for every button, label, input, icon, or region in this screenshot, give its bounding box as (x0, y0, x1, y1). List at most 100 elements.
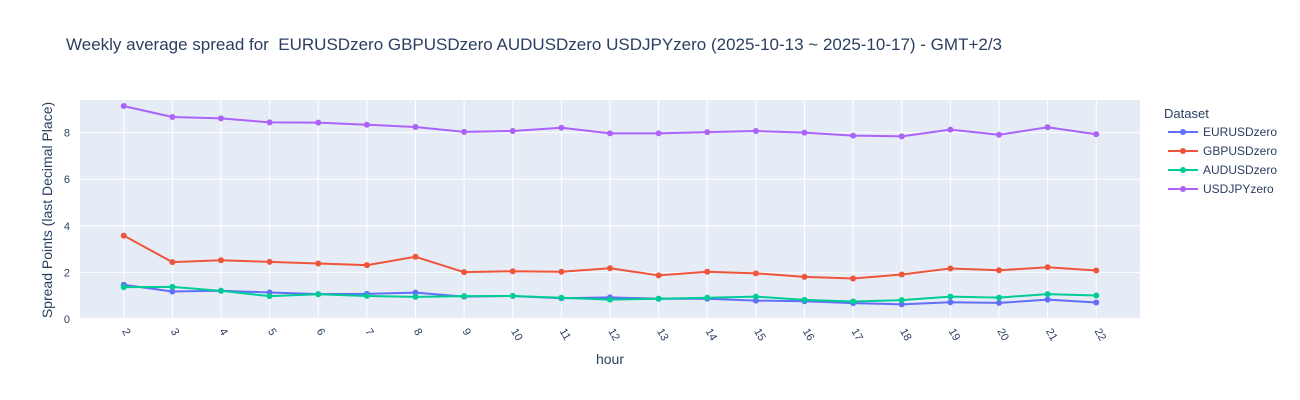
data-point[interactable] (509, 127, 516, 134)
data-point[interactable] (850, 298, 857, 305)
data-point[interactable] (995, 267, 1002, 274)
data-point[interactable] (169, 259, 176, 266)
data-point[interactable] (266, 293, 273, 300)
data-point[interactable] (704, 268, 711, 275)
legend-label: AUDUSDzero (1203, 163, 1277, 177)
data-point[interactable] (169, 288, 176, 295)
data-point[interactable] (655, 272, 662, 279)
x-tick-label: 8 (411, 327, 424, 338)
data-point[interactable] (558, 268, 565, 275)
legend-marker-icon (1180, 167, 1186, 173)
data-point[interactable] (363, 262, 370, 269)
legend-label: EURUSDzero (1203, 125, 1277, 139)
legend-items: EURUSDzero GBPUSDzero AUDUSDzero USDJPYzero (1168, 125, 1277, 196)
data-point[interactable] (995, 131, 1002, 138)
data-point[interactable] (509, 268, 516, 275)
data-point[interactable] (1093, 131, 1100, 138)
data-point[interactable] (218, 257, 225, 264)
data-point[interactable] (412, 124, 419, 131)
x-tick-label: 10 (508, 327, 525, 344)
data-point[interactable] (1093, 299, 1100, 306)
legend-item-EURUSDzero[interactable]: EURUSDzero (1168, 125, 1277, 139)
data-point[interactable] (1044, 264, 1051, 271)
y-axis-title: Spread Points (last Decimal Place) (39, 102, 55, 318)
data-point[interactable] (1093, 267, 1100, 274)
data-point[interactable] (315, 260, 322, 267)
data-point[interactable] (898, 271, 905, 278)
data-point[interactable] (315, 119, 322, 126)
x-tick-label: 19 (946, 327, 963, 344)
data-point[interactable] (801, 273, 808, 280)
data-point[interactable] (1093, 292, 1100, 299)
data-point[interactable] (704, 294, 711, 301)
data-point[interactable] (120, 103, 127, 110)
legend-item-AUDUSDzero[interactable]: AUDUSDzero (1168, 163, 1277, 177)
data-point[interactable] (607, 296, 613, 303)
x-tick-label: 13 (654, 327, 671, 344)
data-point[interactable] (898, 133, 905, 140)
y-tick-label: 2 (64, 267, 70, 279)
data-point[interactable] (412, 293, 419, 300)
data-point[interactable] (218, 287, 225, 294)
data-point[interactable] (752, 127, 759, 134)
data-point[interactable] (169, 283, 176, 290)
data-point[interactable] (995, 294, 1002, 301)
data-point[interactable] (558, 124, 565, 131)
data-point[interactable] (898, 297, 905, 304)
x-tick-labels: 2 3 4 5 6 7 8 9 10 11 12 13 14 15 16 17 18 19 20 21 22 (119, 327, 1108, 344)
data-point[interactable] (363, 292, 370, 299)
data-point[interactable] (363, 121, 370, 128)
x-tick-label: 7 (362, 327, 375, 338)
x-tick-label: 12 (605, 327, 622, 344)
data-point[interactable] (801, 296, 808, 303)
y-tick-label: 8 (64, 128, 70, 140)
data-point[interactable] (218, 115, 225, 122)
legend-item-USDJPYzero[interactable]: USDJPYzero (1168, 182, 1274, 196)
data-point[interactable] (412, 289, 419, 296)
x-tick-label: 21 (1043, 327, 1060, 344)
data-point[interactable] (266, 119, 273, 126)
data-point[interactable] (558, 294, 565, 301)
data-point[interactable] (315, 291, 322, 298)
data-point[interactable] (947, 265, 954, 272)
y-tick-label: 0 (64, 314, 70, 326)
x-tick-label: 4 (216, 327, 229, 338)
data-point[interactable] (1044, 296, 1051, 303)
data-point[interactable] (412, 253, 419, 260)
x-tick-label: 17 (849, 327, 866, 344)
data-point[interactable] (898, 301, 905, 308)
data-point[interactable] (850, 132, 857, 139)
data-point[interactable] (607, 265, 613, 272)
data-point[interactable] (461, 128, 468, 135)
series-USDJPYzero (120, 103, 1100, 140)
data-point[interactable] (704, 129, 711, 136)
data-point[interactable] (947, 126, 954, 133)
data-point[interactable] (607, 130, 613, 137)
x-tick-label: 15 (751, 327, 768, 344)
data-point[interactable] (509, 292, 516, 299)
data-point[interactable] (655, 295, 662, 302)
data-point[interactable] (1044, 291, 1051, 298)
x-tick-label: 9 (460, 327, 473, 338)
data-point[interactable] (120, 284, 127, 291)
legend-item-GBPUSDzero[interactable]: GBPUSDzero (1168, 144, 1277, 158)
data-point[interactable] (752, 270, 759, 277)
data-point[interactable] (461, 293, 468, 300)
data-point[interactable] (947, 299, 954, 306)
data-point[interactable] (266, 258, 273, 265)
data-point[interactable] (801, 129, 808, 136)
data-point[interactable] (169, 114, 176, 121)
data-point[interactable] (461, 269, 468, 276)
data-point[interactable] (947, 293, 954, 300)
data-point[interactable] (850, 275, 857, 282)
data-point[interactable] (120, 232, 127, 239)
legend-title: Dataset (1164, 106, 1209, 121)
data-point[interactable] (995, 299, 1002, 306)
data-point[interactable] (752, 293, 759, 300)
x-tick-label: 16 (800, 327, 817, 344)
data-point[interactable] (655, 130, 662, 137)
legend-marker-icon (1180, 148, 1186, 154)
x-tick-label: 5 (265, 327, 278, 338)
data-point[interactable] (1044, 124, 1051, 131)
